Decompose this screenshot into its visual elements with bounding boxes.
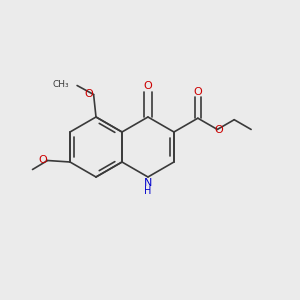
- Text: O: O: [214, 125, 223, 135]
- Text: O: O: [85, 89, 93, 99]
- Text: O: O: [38, 155, 47, 165]
- Text: N: N: [144, 178, 152, 188]
- Text: O: O: [144, 81, 152, 91]
- Text: O: O: [194, 87, 203, 97]
- Text: H: H: [144, 186, 152, 196]
- Text: CH₃: CH₃: [53, 80, 70, 89]
